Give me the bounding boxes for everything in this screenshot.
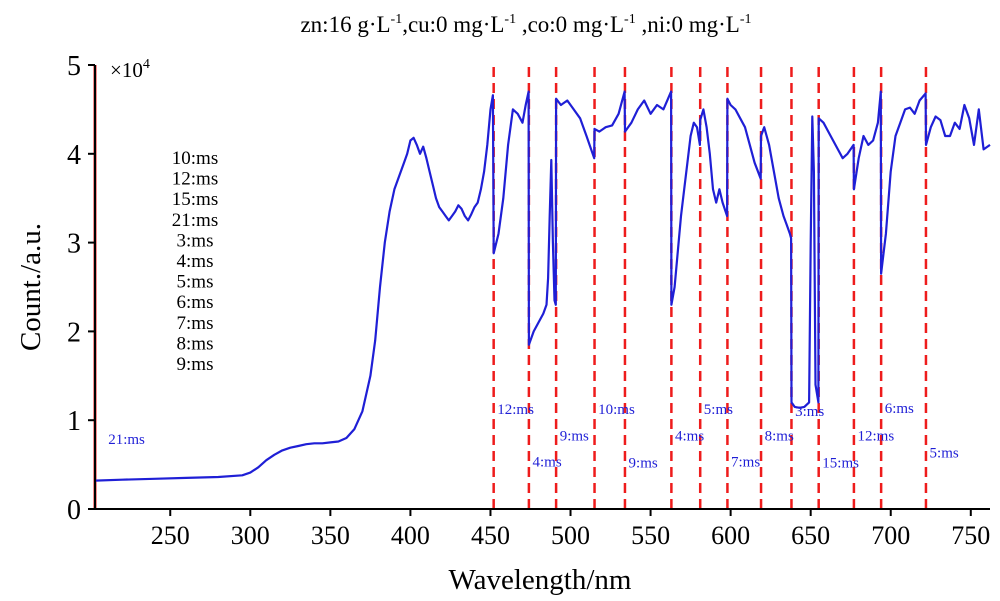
x-tick-label: 350 — [311, 521, 350, 550]
title-superscript: -1 — [624, 12, 636, 27]
y-tick-label: 1 — [67, 406, 81, 437]
segment-label: 3:ms — [795, 404, 824, 420]
y-tick-label: 4 — [67, 140, 81, 171]
legend-entry: 8:ms — [177, 333, 214, 354]
x-tick-label: 250 — [151, 521, 190, 550]
segment-label: 12:ms — [858, 429, 895, 445]
title-superscript: -1 — [391, 12, 403, 27]
segment-label: 7:ms — [731, 454, 760, 470]
legend-entry: 10:ms — [172, 148, 218, 169]
segment-label: 21:ms — [108, 432, 145, 448]
x-axis-ticks: 250 300 350 400 450 500 550 600 650 700 750 — [151, 509, 990, 550]
segment-label: 4:ms — [532, 454, 561, 470]
title-superscript: -1 — [504, 12, 516, 27]
segment-label: 8:ms — [765, 429, 794, 445]
legend-entry: 6:ms — [177, 292, 214, 313]
x-tick-label: 500 — [551, 521, 590, 550]
y-multiplier-exponent: 4 — [143, 57, 150, 72]
y-tick-label: 3 — [67, 229, 81, 260]
title-superscript: -1 — [740, 12, 752, 27]
legend-entry: 21:ms — [172, 210, 218, 231]
y-axis-ticks: 0 1 2 3 4 5 — [67, 51, 95, 526]
x-tick-label: 700 — [871, 521, 910, 550]
segment-label: 9:ms — [629, 455, 658, 471]
segment-label: 5:ms — [930, 445, 959, 461]
chart-title: zn:16 g·L-1,cu:0 mg·L-1 ,co:0 mg·L-1 ,ni… — [300, 12, 751, 37]
y-multiplier-base: ×10 — [110, 58, 143, 82]
x-tick-label: 400 — [391, 521, 430, 550]
segment-label: 10:ms — [598, 402, 635, 418]
x-tick-label: 300 — [231, 521, 270, 550]
legend-entry: 7:ms — [177, 313, 214, 334]
y-tick-label: 0 — [67, 495, 81, 526]
legend-entry: 3:ms — [177, 230, 214, 251]
legend-entry: 12:ms — [172, 169, 218, 190]
legend: 10:ms12:ms15:ms21:ms3:ms4:ms5:ms6:ms7:ms… — [172, 148, 218, 375]
x-axis-label: Wavelength/nm — [449, 564, 632, 596]
segment-label: 6:ms — [885, 401, 914, 417]
segment-label: 12:ms — [497, 402, 534, 418]
x-tick-label: 450 — [471, 521, 510, 550]
segment-label: 4:ms — [675, 429, 704, 445]
y-tick-label: 2 — [67, 317, 81, 348]
title-part: ,cu:0 mg·L — [402, 12, 504, 37]
y-tick-label: 5 — [67, 51, 81, 82]
segment-label: 15:ms — [822, 455, 859, 471]
title-part: ,co:0 mg·L — [516, 12, 624, 37]
x-tick-label: 550 — [631, 521, 670, 550]
x-tick-label: 600 — [711, 521, 750, 550]
legend-entry: 4:ms — [177, 251, 214, 272]
y-axis-label: Count./a.u. — [15, 223, 47, 351]
segment-label: 5:ms — [704, 402, 733, 418]
title-part: zn:16 g·L — [300, 12, 390, 37]
x-tick-label: 750 — [951, 521, 990, 550]
y-multiplier: ×104 — [110, 57, 150, 82]
series-line — [94, 90, 991, 482]
segment-labels: 21:ms12:ms4:ms9:ms10:ms9:ms4:ms5:ms7:ms8… — [108, 401, 959, 471]
title-part: ,ni:0 mg·L — [636, 12, 740, 37]
legend-entry: 5:ms — [177, 272, 214, 293]
series-layer — [94, 90, 991, 482]
segment-label: 9:ms — [560, 429, 589, 445]
x-tick-label: 650 — [791, 521, 830, 550]
legend-entry: 9:ms — [177, 354, 214, 375]
legend-entry: 15:ms — [172, 189, 218, 210]
